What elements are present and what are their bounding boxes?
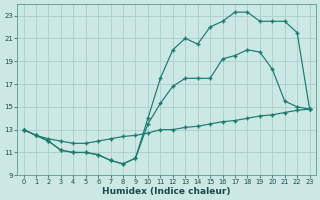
- X-axis label: Humidex (Indice chaleur): Humidex (Indice chaleur): [102, 187, 231, 196]
